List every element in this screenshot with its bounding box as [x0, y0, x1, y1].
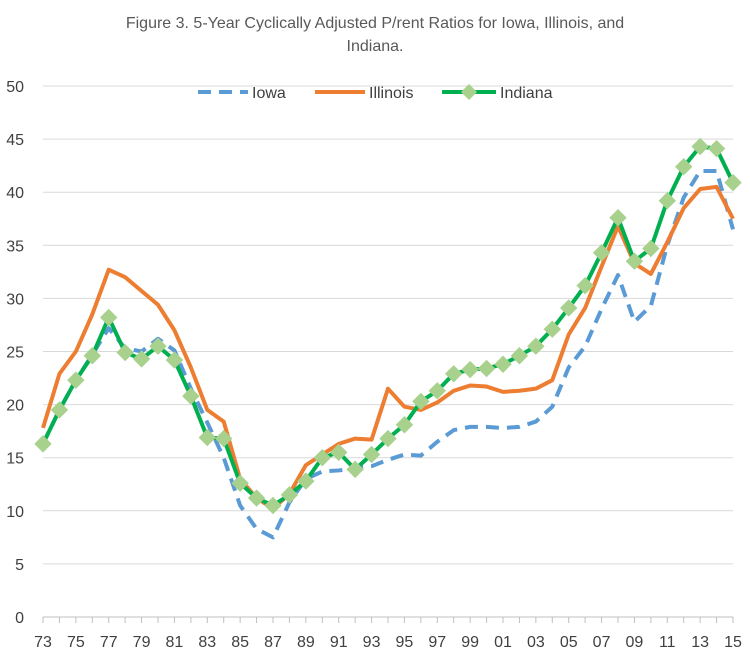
data-point-indiana — [362, 445, 381, 464]
data-point-indiana — [576, 276, 594, 295]
data-point-indiana — [116, 343, 134, 362]
x-tick-label: 07 — [593, 634, 611, 651]
x-tick-label: 85 — [231, 634, 249, 651]
data-point-indiana — [477, 359, 496, 378]
x-tick-label: 75 — [67, 634, 85, 651]
data-point-indiana — [280, 486, 299, 504]
data-point-indiana — [395, 416, 414, 434]
y-tick-label: 50 — [6, 79, 24, 96]
x-tick-label: 03 — [527, 634, 545, 651]
x-tick-label: 01 — [494, 634, 512, 651]
data-point-indiana — [231, 474, 249, 492]
data-point-indiana — [215, 429, 233, 448]
series-lines — [34, 137, 742, 540]
x-tick-label: 93 — [363, 634, 381, 651]
x-tick-label: 87 — [264, 634, 282, 651]
y-tick-label: 20 — [6, 398, 24, 415]
data-point-indiana — [83, 347, 101, 365]
x-tick-label: 83 — [198, 634, 216, 651]
data-point-indiana — [330, 443, 348, 462]
x-tick-label: 91 — [330, 634, 348, 651]
y-tick-label: 10 — [6, 504, 24, 521]
data-point-indiana — [379, 429, 397, 448]
data-point-indiana — [412, 392, 430, 411]
data-point-indiana — [149, 337, 167, 355]
data-point-indiana — [165, 351, 184, 369]
legend-label-iowa: Iowa — [252, 85, 286, 102]
x-tick-label: 97 — [428, 634, 446, 651]
chart-title-line-2: Indiana. — [347, 38, 404, 55]
legend-label-illinois: Illinois — [369, 85, 413, 102]
data-point-indiana — [625, 252, 644, 270]
legend-marker-indiana — [461, 84, 477, 100]
x-tick-label: 13 — [691, 634, 709, 651]
y-tick-label: 5 — [15, 557, 24, 574]
y-tick-label: 45 — [6, 132, 24, 149]
data-point-indiana — [461, 360, 479, 379]
x-tick-label: 05 — [560, 634, 578, 651]
series-line-indiana — [41, 144, 735, 508]
data-point-indiana — [510, 347, 529, 365]
y-tick-label: 0 — [15, 610, 24, 627]
data-point-indiana — [724, 173, 742, 192]
data-point-indiana — [560, 299, 578, 317]
x-tick-label: 11 — [659, 634, 676, 651]
legend-item-indiana: Indiana — [442, 84, 553, 102]
data-point-indiana — [100, 308, 118, 327]
y-tick-label: 30 — [6, 291, 24, 308]
x-tick-label: 15 — [724, 634, 742, 651]
legend-label-indiana: Indiana — [500, 85, 553, 102]
x-tick-label: 89 — [297, 634, 315, 651]
data-point-indiana — [132, 350, 151, 368]
data-point-indiana — [67, 371, 85, 389]
x-tick-label: 09 — [626, 634, 644, 651]
data-point-indiana — [428, 382, 446, 400]
data-point-indiana — [34, 435, 52, 453]
legend-item-illinois: Illinois — [315, 85, 413, 102]
data-point-indiana — [494, 355, 512, 373]
y-tick-label: 40 — [6, 185, 24, 202]
y-tick-label: 35 — [6, 238, 24, 255]
data-point-indiana — [346, 460, 364, 479]
chart-title: Figure 3. 5-Year Cyclically Adjusted P/r… — [126, 15, 624, 55]
series-line-illinois — [41, 184, 735, 511]
data-point-indiana — [592, 244, 611, 262]
data-point-indiana — [50, 401, 69, 419]
data-point-indiana — [445, 365, 463, 383]
chart-title-line-1: Figure 3. 5-Year Cyclically Adjusted P/r… — [126, 15, 624, 32]
gridlines — [43, 85, 733, 565]
data-point-indiana — [198, 428, 216, 447]
data-point-indiana — [297, 472, 315, 490]
data-point-indiana — [247, 489, 266, 507]
x-tick-label: 95 — [396, 634, 414, 651]
data-point-indiana — [313, 448, 331, 467]
legend-item-iowa: Iowa — [198, 85, 286, 102]
data-point-indiana — [691, 137, 709, 156]
x-tick-label: 79 — [133, 634, 151, 651]
x-tick-label: 81 — [166, 634, 184, 651]
data-point-indiana — [543, 320, 561, 338]
data-point-indiana — [658, 191, 676, 210]
data-point-indiana — [642, 239, 660, 258]
data-point-indiana — [609, 208, 627, 227]
x-tick-label: 73 — [34, 634, 52, 651]
y-tick-label: 25 — [6, 345, 24, 362]
legend: Iowa Illinois Indiana — [198, 84, 553, 102]
data-point-indiana — [707, 139, 726, 158]
x-tick-label: 99 — [461, 634, 479, 651]
x-tick-label: 77 — [100, 634, 118, 651]
data-point-indiana — [527, 337, 545, 355]
data-point-indiana — [264, 496, 282, 515]
data-point-indiana — [675, 158, 693, 176]
y-tick-label: 15 — [6, 451, 24, 468]
data-point-indiana — [182, 387, 200, 405]
